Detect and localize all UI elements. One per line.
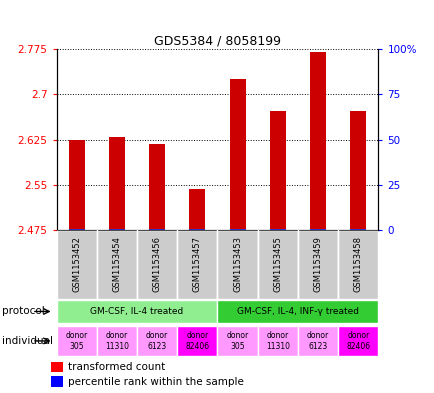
Bar bbox=[96, 230, 137, 299]
Bar bbox=[137, 326, 177, 356]
Text: donor
305: donor 305 bbox=[226, 331, 248, 351]
Text: GSM1153459: GSM1153459 bbox=[313, 236, 322, 292]
Bar bbox=[338, 230, 378, 299]
Bar bbox=[96, 326, 137, 356]
Text: GSM1153455: GSM1153455 bbox=[273, 236, 282, 292]
Bar bbox=[257, 326, 297, 356]
Text: GSM1153454: GSM1153454 bbox=[112, 236, 121, 292]
Bar bbox=[229, 79, 245, 230]
Bar bbox=[257, 230, 297, 299]
Bar bbox=[69, 140, 85, 230]
Bar bbox=[108, 136, 125, 230]
Bar bbox=[269, 111, 285, 230]
Bar bbox=[56, 326, 97, 356]
Text: GSM1153453: GSM1153453 bbox=[233, 236, 242, 292]
Text: individual: individual bbox=[2, 336, 53, 346]
Text: donor
82406: donor 82406 bbox=[345, 331, 369, 351]
Bar bbox=[297, 230, 338, 299]
Text: donor
305: donor 305 bbox=[66, 331, 88, 351]
Text: transformed count: transformed count bbox=[68, 362, 164, 372]
Bar bbox=[51, 362, 62, 372]
Text: donor
82406: donor 82406 bbox=[185, 331, 209, 351]
Text: GSM1153452: GSM1153452 bbox=[72, 236, 81, 292]
Bar bbox=[189, 189, 205, 230]
Text: GSM1153458: GSM1153458 bbox=[353, 236, 362, 292]
Title: GDS5384 / 8058199: GDS5384 / 8058199 bbox=[154, 35, 280, 48]
Text: GM-CSF, IL-4, INF-γ treated: GM-CSF, IL-4, INF-γ treated bbox=[237, 307, 358, 316]
Bar bbox=[51, 376, 62, 387]
Bar bbox=[149, 144, 165, 230]
Text: donor
6123: donor 6123 bbox=[306, 331, 329, 351]
Bar bbox=[217, 300, 378, 323]
Bar bbox=[177, 326, 217, 356]
Bar bbox=[309, 52, 326, 230]
Text: GM-CSF, IL-4 treated: GM-CSF, IL-4 treated bbox=[90, 307, 183, 316]
Text: GSM1153457: GSM1153457 bbox=[192, 236, 201, 292]
Text: percentile rank within the sample: percentile rank within the sample bbox=[68, 376, 243, 387]
Bar bbox=[229, 229, 245, 230]
Bar bbox=[56, 230, 97, 299]
Text: donor
6123: donor 6123 bbox=[146, 331, 168, 351]
Bar bbox=[297, 326, 338, 356]
Bar bbox=[56, 300, 217, 323]
Bar bbox=[349, 111, 365, 230]
Text: GSM1153456: GSM1153456 bbox=[152, 236, 161, 292]
Bar bbox=[217, 326, 257, 356]
Bar bbox=[338, 326, 378, 356]
Bar bbox=[137, 230, 177, 299]
Bar bbox=[217, 230, 257, 299]
Bar bbox=[177, 230, 217, 299]
Text: donor
11310: donor 11310 bbox=[105, 331, 128, 351]
Text: donor
11310: donor 11310 bbox=[265, 331, 289, 351]
Text: protocol: protocol bbox=[2, 307, 45, 316]
